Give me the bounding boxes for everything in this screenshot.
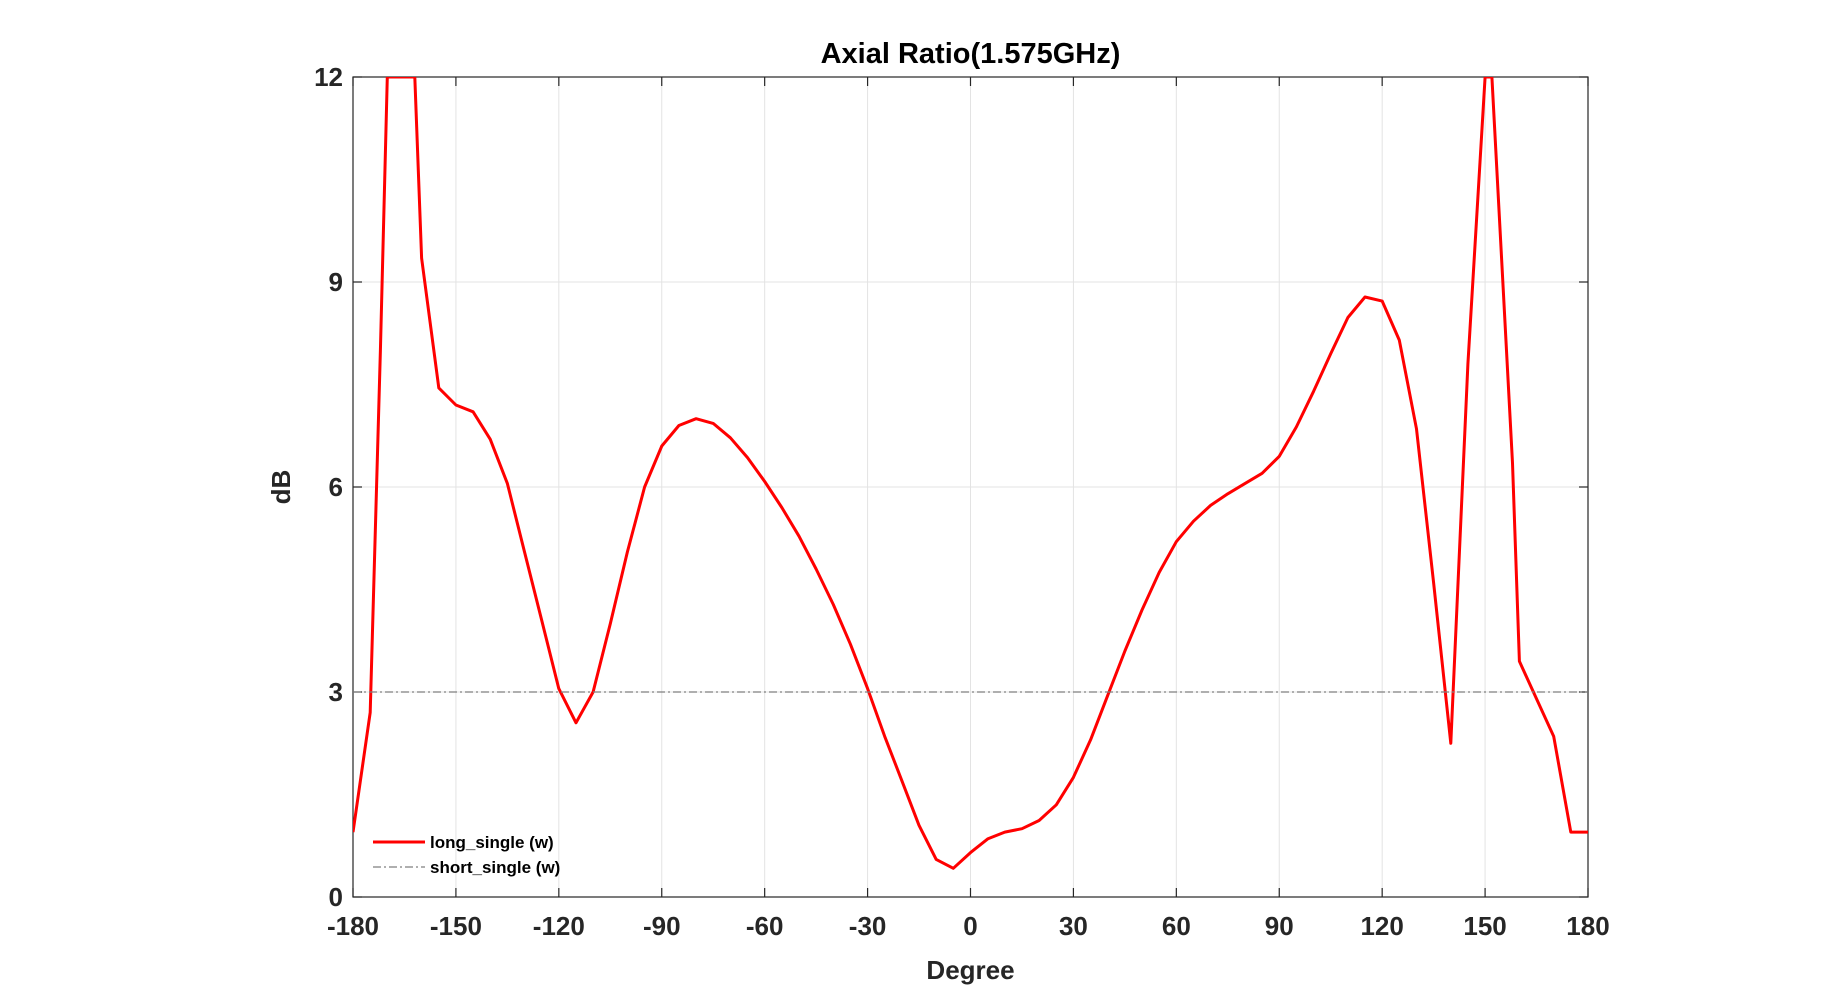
x-tick-label: -90	[643, 911, 681, 941]
y-tick-label: 6	[329, 472, 343, 502]
legend-label-long-single: long_single (w)	[430, 833, 554, 852]
legend-label-short-single: short_single (w)	[430, 858, 560, 877]
x-tick-label: -120	[533, 911, 585, 941]
x-tick-label: 150	[1463, 911, 1506, 941]
grid	[352, 76, 1589, 898]
y-tick-label: 9	[329, 267, 343, 297]
y-tick-label: 12	[314, 62, 343, 92]
axis-ticks	[352, 76, 1589, 898]
chart-title: Axial Ratio(1.575GHz)	[821, 38, 1121, 70]
y-tick-label: 0	[329, 882, 343, 912]
x-tick-label: 60	[1162, 911, 1191, 941]
x-tick-label: 120	[1360, 911, 1403, 941]
x-tick-labels: -180 -150 -120 -90 -60 -30 0 30 60 90 120 150 180	[327, 911, 1610, 941]
y-tick-label: 3	[329, 677, 343, 707]
legend: long_single (w) short_single (w)	[373, 833, 560, 877]
series-layer	[353, 77, 1588, 870]
x-tick-label: 90	[1265, 911, 1294, 941]
series-line-0	[353, 77, 1588, 870]
y-axis-label: dB	[266, 470, 296, 505]
x-tick-label: -180	[327, 911, 379, 941]
x-tick-label: -150	[430, 911, 482, 941]
x-tick-label: 0	[963, 911, 977, 941]
x-tick-label: -30	[849, 911, 887, 941]
x-tick-label: 180	[1566, 911, 1609, 941]
y-tick-labels: 0 3 6 9 12	[314, 62, 343, 912]
x-tick-label: 30	[1059, 911, 1088, 941]
x-tick-label: -60	[746, 911, 784, 941]
x-axis-label: Degree	[926, 955, 1014, 985]
